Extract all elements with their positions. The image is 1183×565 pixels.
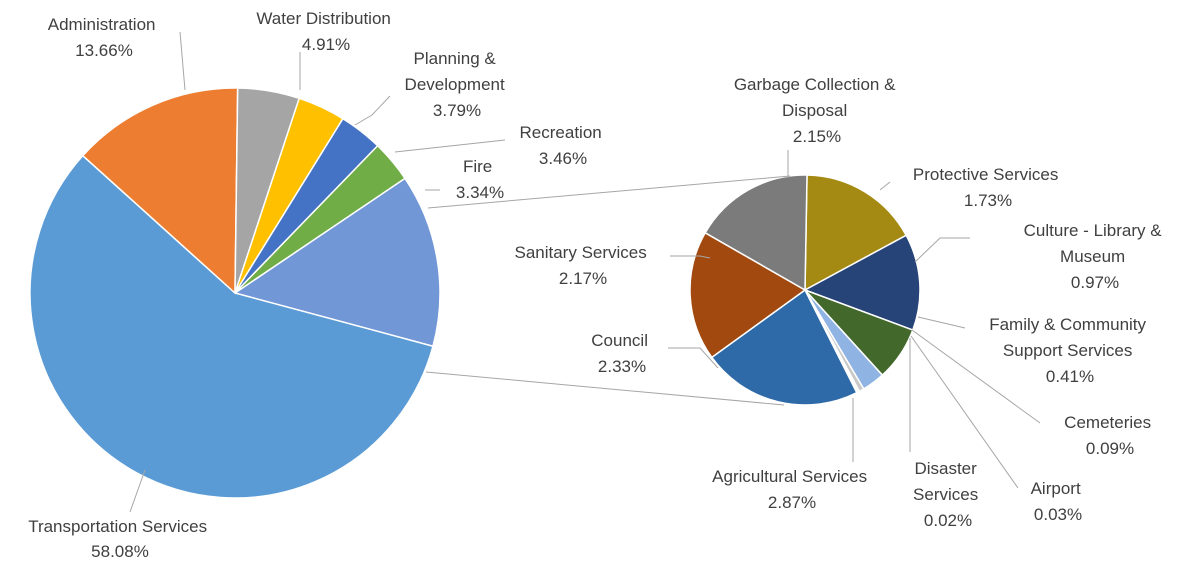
leader-planning bbox=[354, 95, 391, 126]
label-culture-value: 0.97% bbox=[1071, 273, 1119, 292]
label-transportation: Transportation Services 58.08% bbox=[28, 517, 212, 561]
label-protective-value: 1.73% bbox=[964, 191, 1012, 210]
leader-family bbox=[917, 316, 966, 329]
leader-culture bbox=[914, 237, 970, 263]
label-water-name: Water Distribution bbox=[256, 9, 390, 28]
label-family: Family & Community Support Services 0.41… bbox=[989, 315, 1151, 386]
main-slice-transportation-services bbox=[29, 154, 434, 499]
label-council-value: 2.33% bbox=[598, 357, 646, 376]
leader-council bbox=[668, 347, 719, 369]
label-garbage-value: 2.15% bbox=[793, 127, 841, 146]
label-garbage: Garbage Collection & Disposal 2.15% bbox=[734, 75, 900, 146]
label-disaster-value: 0.02% bbox=[924, 511, 972, 530]
label-administration-name: Administration bbox=[48, 15, 156, 34]
label-agricultural-value: 2.87% bbox=[768, 493, 816, 512]
secondary-slice-agricultural-services bbox=[710, 288, 858, 406]
leader-transportation bbox=[129, 469, 146, 513]
connector-line-bottom bbox=[425, 371, 785, 406]
label-administration: Administration 13.66% bbox=[48, 15, 160, 60]
label-disaster-line2: Services bbox=[913, 485, 978, 504]
pie-connector-lines bbox=[425, 175, 791, 406]
label-disaster-line1: Disaster bbox=[914, 459, 977, 478]
label-airport-name: Airport bbox=[1031, 479, 1081, 498]
label-sanitary-name: Sanitary Services bbox=[514, 243, 646, 262]
label-cemeteries-name: Cemeteries bbox=[1064, 413, 1151, 432]
label-water: Water Distribution 4.91% bbox=[256, 9, 395, 54]
label-council-name: Council bbox=[591, 331, 648, 350]
label-transportation-value: 58.08% bbox=[91, 542, 149, 561]
secondary-slice-protective-services bbox=[803, 234, 921, 332]
leader-airport bbox=[910, 335, 1019, 489]
main-slice-fire bbox=[234, 144, 406, 294]
secondary-pie bbox=[689, 174, 921, 406]
data-labels: Transportation Services 58.08% Administr… bbox=[28, 9, 1167, 561]
secondary-slice-garbage-collection-and-disposal bbox=[804, 174, 908, 292]
label-family-value: 0.41% bbox=[1046, 367, 1094, 386]
label-protective: Protective Services 1.73% bbox=[913, 165, 1063, 210]
secondary-slice-council bbox=[689, 231, 807, 359]
main-pie bbox=[29, 87, 441, 499]
label-sanitary-value: 2.17% bbox=[559, 269, 607, 288]
label-agricultural: Agricultural Services 2.87% bbox=[712, 467, 872, 512]
label-protective-name: Protective Services bbox=[913, 165, 1059, 184]
label-family-line2: Support Services bbox=[1003, 341, 1132, 360]
leader-protective bbox=[879, 181, 891, 191]
label-recreation: Recreation 3.46% bbox=[520, 123, 607, 168]
leader-sanitary bbox=[670, 255, 711, 259]
main-slice-administration bbox=[81, 87, 239, 295]
label-airport-value: 0.03% bbox=[1034, 505, 1082, 524]
label-agricultural-name: Agricultural Services bbox=[712, 467, 867, 486]
label-culture-line2: Museum bbox=[1060, 247, 1125, 266]
label-council: Council 2.33% bbox=[591, 331, 652, 376]
label-planning-line1: Planning & bbox=[414, 49, 497, 68]
label-cemeteries-value: 0.09% bbox=[1086, 439, 1134, 458]
label-water-value: 4.91% bbox=[302, 35, 350, 54]
leader-lines bbox=[129, 31, 1041, 513]
leader-cemeteries bbox=[911, 329, 1041, 424]
main-slice-other bbox=[233, 177, 441, 348]
label-disaster: Disaster Services 0.02% bbox=[913, 459, 983, 530]
label-culture-line1: Culture - Library & bbox=[1024, 221, 1163, 240]
label-planning-value: 3.79% bbox=[433, 101, 481, 120]
label-recreation-value: 3.46% bbox=[539, 149, 587, 168]
label-airport: Airport 0.03% bbox=[1031, 479, 1086, 524]
label-garbage-line2: Disposal bbox=[782, 101, 847, 120]
label-planning-line2: Development bbox=[405, 75, 505, 94]
label-fire-value: 3.34% bbox=[456, 183, 504, 202]
leader-administration bbox=[179, 31, 186, 91]
label-recreation-name: Recreation bbox=[520, 123, 602, 142]
label-administration-value: 13.66% bbox=[75, 41, 133, 60]
label-sanitary: Sanitary Services 2.17% bbox=[514, 243, 651, 288]
label-fire: Fire 3.34% bbox=[456, 157, 504, 202]
label-culture: Culture - Library & Museum 0.97% bbox=[1024, 221, 1167, 292]
secondary-slice-sanitary-services bbox=[704, 174, 808, 292]
label-garbage-line1: Garbage Collection & bbox=[734, 75, 896, 94]
label-family-line1: Family & Community bbox=[989, 315, 1146, 334]
label-transportation-name: Transportation Services bbox=[28, 517, 207, 536]
label-fire-name: Fire bbox=[463, 157, 492, 176]
label-planning: Planning & Development 3.79% bbox=[405, 49, 510, 120]
connector-line-top bbox=[427, 175, 791, 209]
leader-recreation bbox=[394, 139, 506, 153]
label-cemeteries: Cemeteries 0.09% bbox=[1064, 413, 1156, 458]
